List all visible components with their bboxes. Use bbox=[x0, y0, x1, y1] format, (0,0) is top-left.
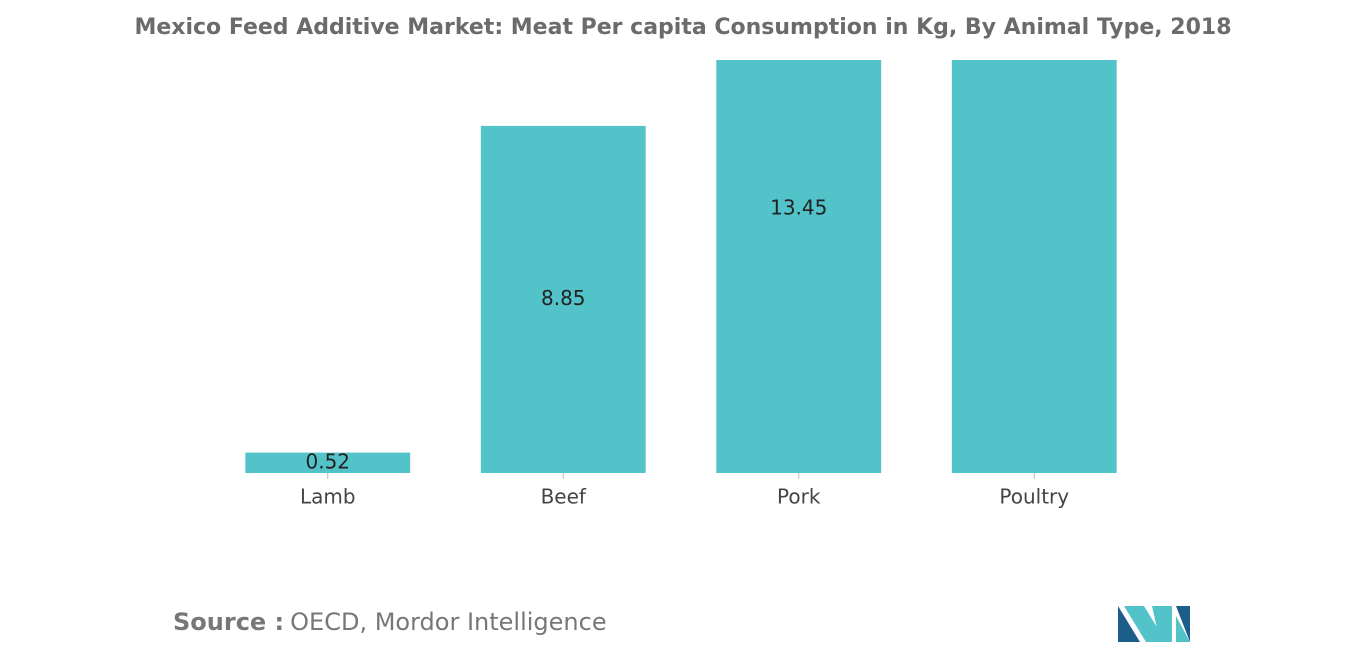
data-label: 8.85 bbox=[541, 286, 586, 310]
x-tick-label: Beef bbox=[541, 485, 587, 509]
x-tick-label: Pork bbox=[777, 485, 821, 509]
bar bbox=[951, 60, 1117, 473]
source-label: Source : bbox=[173, 608, 284, 636]
data-label: 13.45 bbox=[770, 196, 827, 220]
data-label: 0.52 bbox=[305, 449, 350, 473]
bar bbox=[245, 452, 411, 473]
source: Source : OECD, Mordor Intelligence bbox=[173, 608, 607, 636]
chart-title: Mexico Feed Additive Market: Meat Per ca… bbox=[134, 15, 1231, 40]
bar bbox=[716, 60, 882, 473]
x-tick-label: Poultry bbox=[999, 485, 1069, 509]
bar bbox=[480, 125, 646, 473]
source-text: OECD, Mordor Intelligence bbox=[290, 608, 606, 636]
logo bbox=[1118, 606, 1190, 642]
x-tick-label: Lamb bbox=[300, 485, 356, 509]
plot-area bbox=[245, 60, 1117, 473]
